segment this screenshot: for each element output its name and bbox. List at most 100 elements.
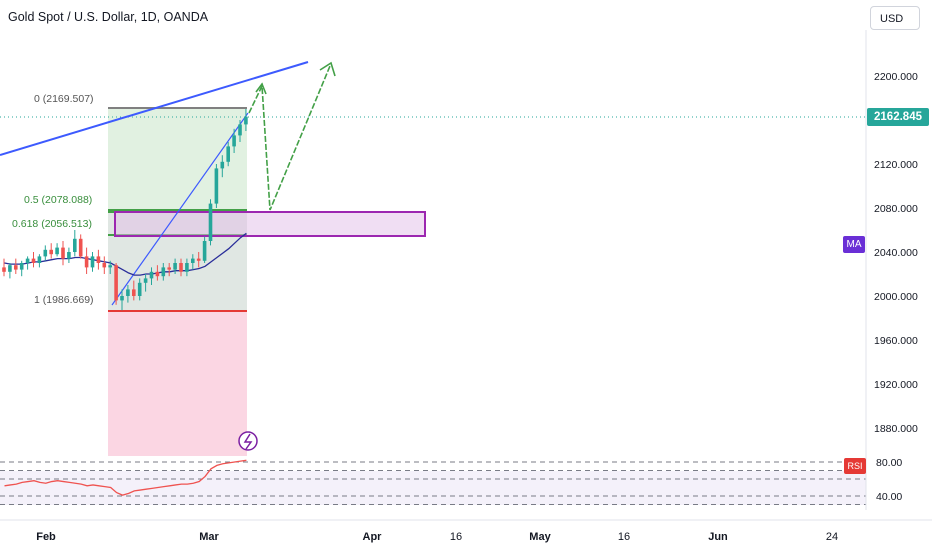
candle-body xyxy=(37,256,42,263)
candle-body xyxy=(220,161,225,169)
chart-title: Gold Spot / U.S. Dollar, 1D, OANDA xyxy=(8,10,209,24)
projection-path[interactable] xyxy=(248,65,331,211)
candle xyxy=(49,243,53,259)
candle xyxy=(167,263,171,277)
candle xyxy=(214,164,219,208)
candle xyxy=(31,252,36,268)
fib-label-0618: 0.618 (2056.513) xyxy=(12,218,92,230)
candle xyxy=(19,260,24,277)
price-tick-label: 2000.000 xyxy=(874,291,918,303)
candle xyxy=(202,236,207,263)
candle-body xyxy=(167,267,171,270)
time-tick-label: Apr xyxy=(363,531,383,543)
candle xyxy=(108,260,112,274)
candle-body xyxy=(179,263,183,272)
candle xyxy=(55,243,59,257)
candle xyxy=(126,285,130,303)
candle xyxy=(179,258,183,277)
candle xyxy=(90,252,95,272)
time-tick-label: Mar xyxy=(199,531,219,543)
candle xyxy=(120,289,124,311)
price-tick-label: 2200.000 xyxy=(874,71,918,83)
candle-body xyxy=(25,258,30,263)
candle xyxy=(185,258,189,277)
rsi-tick-label: 80.00 xyxy=(876,457,902,469)
price-tick-label: 1880.000 xyxy=(874,423,918,435)
candle-body xyxy=(208,203,213,241)
candle xyxy=(14,258,18,274)
candle xyxy=(102,256,107,274)
time-tick-label: Feb xyxy=(36,531,56,543)
candle-body xyxy=(102,263,107,268)
candle xyxy=(220,155,225,178)
candle xyxy=(84,247,89,274)
candle xyxy=(137,278,142,301)
support-zone-box[interactable] xyxy=(114,211,426,237)
currency-button[interactable]: USD xyxy=(870,6,920,30)
candle xyxy=(238,120,242,142)
time-axis[interactable]: Feb Mar Apr 16 May 16 Jun 24 xyxy=(36,531,838,543)
candle-body xyxy=(73,238,77,252)
candle xyxy=(78,234,83,259)
fib-label-05: 0.5 (2078.088) xyxy=(24,194,92,206)
candle-body xyxy=(61,247,65,259)
candle-body xyxy=(232,135,236,147)
candle-body xyxy=(196,258,201,261)
candle xyxy=(196,252,201,268)
time-tick-label: 16 xyxy=(618,531,630,543)
candle xyxy=(244,109,248,131)
rising-trendline[interactable] xyxy=(111,112,249,306)
candle xyxy=(61,241,65,266)
upper-trendline[interactable] xyxy=(0,61,309,156)
candle-body xyxy=(55,247,59,255)
candle-body xyxy=(202,241,207,261)
candle-body xyxy=(49,249,53,255)
price-tick-label: 1960.000 xyxy=(874,335,918,347)
candle xyxy=(226,142,230,167)
candle-body xyxy=(226,146,230,162)
candle-body xyxy=(84,256,89,268)
candle-body xyxy=(149,271,154,279)
rsi-line[interactable] xyxy=(4,459,247,496)
candle-body xyxy=(214,168,219,204)
time-tick-label: 16 xyxy=(450,531,462,543)
candle-body xyxy=(185,263,189,272)
candle-body xyxy=(43,249,48,257)
candle xyxy=(43,245,48,261)
candle-body xyxy=(132,289,136,296)
candle-body xyxy=(78,238,83,257)
candle xyxy=(191,254,195,270)
time-tick-label: 24 xyxy=(826,531,838,543)
alert-lightning-icon[interactable] xyxy=(238,431,258,451)
candle-body xyxy=(114,265,118,301)
candle xyxy=(143,274,148,292)
candle xyxy=(114,263,118,305)
moving-average-line[interactable] xyxy=(4,232,247,276)
candle-body xyxy=(161,267,166,277)
candle-body xyxy=(96,256,101,263)
candle xyxy=(232,128,236,153)
rsi-indicator-badge[interactable]: RSI xyxy=(844,458,866,474)
candle-body xyxy=(137,282,142,296)
candle xyxy=(173,258,177,274)
rsi-axis[interactable]: 80.00 40.00 xyxy=(876,457,902,503)
candle-body xyxy=(14,265,18,270)
time-tick-label: Jun xyxy=(708,531,728,543)
candle-body xyxy=(155,271,160,277)
candle xyxy=(67,247,71,263)
candle xyxy=(132,280,136,301)
candle-body xyxy=(173,263,177,270)
price-tick-label: 2120.000 xyxy=(874,159,918,171)
candle-body xyxy=(67,252,71,259)
candle-body xyxy=(2,267,6,272)
rsi-levels-group xyxy=(0,461,866,505)
fib-label-0: 0 (2169.507) xyxy=(34,93,94,105)
candle-body xyxy=(244,116,248,125)
price-tick-label: 1920.000 xyxy=(874,379,918,391)
candle xyxy=(149,267,154,285)
candle xyxy=(8,263,12,279)
candle-body xyxy=(238,124,242,136)
ma-indicator-badge[interactable]: MA xyxy=(843,236,865,253)
candle xyxy=(73,230,77,257)
